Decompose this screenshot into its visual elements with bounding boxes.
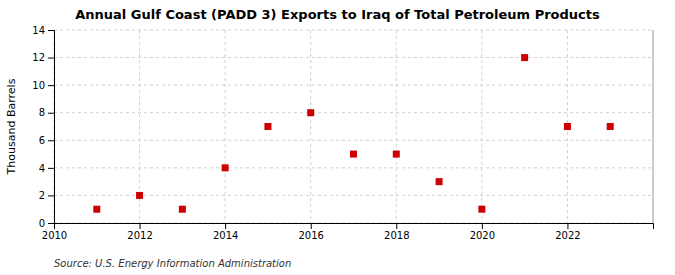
grid-line-y [54, 195, 653, 196]
y-tick-label: 6 [39, 135, 45, 146]
point [222, 164, 229, 171]
point [350, 151, 357, 158]
y-tick-mark [48, 85, 54, 86]
y-tick: 14 [32, 25, 54, 36]
x-tick-mark [140, 223, 141, 229]
x-tick-label: 2012 [127, 230, 152, 241]
x-tick: 2016 [298, 223, 323, 241]
x-tick: 2018 [384, 223, 409, 241]
y-axis-title: Thousand Barrels [5, 78, 18, 175]
grid-line-x [310, 30, 311, 223]
x-tick: 2012 [127, 223, 152, 241]
x-tick-mark [311, 223, 312, 229]
grid-line-y [54, 57, 653, 58]
x-tick: 2010 [42, 223, 67, 241]
x-tick-label: 2016 [298, 230, 323, 241]
point [93, 206, 100, 213]
x-tick: 2014 [213, 223, 238, 241]
grid-line-x [481, 30, 482, 223]
point [179, 206, 186, 213]
point [607, 123, 614, 130]
x-axis: 2010 2012 2014 2016 2018 2020 2022 [42, 223, 654, 241]
grid [54, 30, 653, 223]
point [136, 192, 143, 199]
grid-line-y [54, 30, 653, 31]
y-tick: 6 [39, 135, 54, 146]
y-axis-line [48, 31, 55, 224]
source: Source: U.S. Energy Information Administ… [54, 258, 291, 269]
x-tick-label: 2020 [470, 230, 495, 241]
point [478, 206, 485, 213]
point [393, 151, 400, 158]
x-tick-mark [482, 223, 483, 229]
point [307, 109, 314, 116]
grid-line-y [54, 85, 653, 86]
y-tick-mark [48, 30, 54, 31]
point [521, 54, 528, 61]
y-tick-mark [48, 168, 54, 169]
x-tick: 2020 [470, 223, 495, 241]
y-tick-label: 8 [39, 107, 45, 118]
points [93, 54, 613, 213]
x-tick-mark [225, 223, 226, 229]
grid-line-y [54, 112, 653, 113]
y-tick: 8 [39, 107, 54, 118]
y-tick-label: 10 [32, 80, 45, 91]
y-tick-mark [48, 140, 54, 141]
point [436, 178, 443, 185]
point [264, 123, 271, 130]
x-tick-label: 2018 [384, 230, 409, 241]
y-tick-label: 4 [39, 163, 45, 174]
y-tick: 0 [39, 218, 54, 229]
x-axis-line [55, 224, 654, 230]
grid-line-y [54, 140, 653, 141]
y-tick-mark [48, 195, 54, 196]
grid-line-y [54, 167, 653, 168]
x-tick-label: 2022 [555, 230, 580, 241]
y-tick-mark [48, 58, 54, 59]
title: Annual Gulf Coast (PADD 3) Exports to Ir… [75, 7, 600, 22]
y-tick: 10 [32, 80, 54, 91]
x-range-end [653, 30, 654, 223]
x-tick-mark [396, 223, 397, 229]
y-axis: 0 2 4 6 8 10 12 14 [32, 25, 54, 229]
grid-line-x [396, 30, 397, 223]
x-tick-label: 2010 [42, 230, 67, 241]
y-tick-label: 0 [39, 218, 45, 229]
y-tick: 4 [39, 163, 54, 174]
x-tick-mark [567, 223, 568, 229]
point [564, 123, 571, 130]
x-tick: 2022 [555, 223, 580, 241]
plot: 2010 2012 2014 2016 2018 2020 2022 0 2 4 6 8 10 12 14 [32, 25, 653, 241]
y-tick: 12 [32, 52, 54, 63]
y-tick-label: 12 [32, 52, 45, 63]
chart: 2010 2012 2014 2016 2018 2020 2022 0 2 4 6 8 10 12 14 A… [0, 0, 675, 275]
x-tick-label: 2014 [213, 230, 238, 241]
y-tick: 2 [39, 190, 54, 201]
y-tick-label: 2 [39, 190, 45, 201]
y-tick-mark [48, 223, 54, 224]
y-tick-label: 14 [32, 25, 45, 36]
grid-line-x [225, 30, 226, 223]
y-tick-mark [48, 113, 54, 114]
